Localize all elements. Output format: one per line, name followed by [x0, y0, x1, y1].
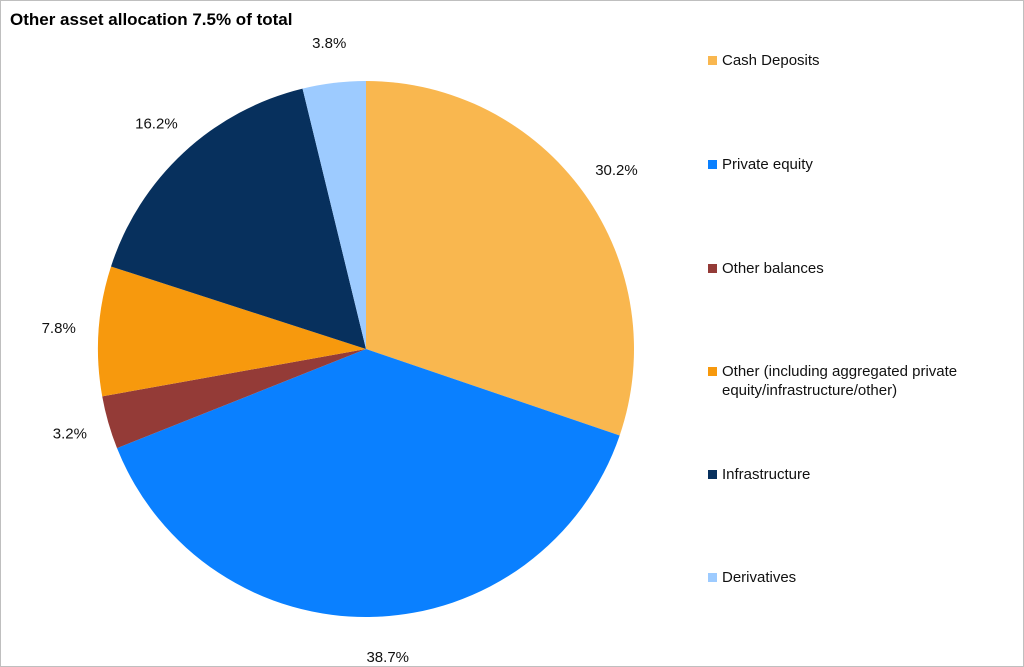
legend-swatch	[708, 573, 717, 582]
pie-slice-derivatives-5	[302, 81, 366, 349]
legend-item: Infrastructure	[708, 465, 810, 484]
pie-slice-cash-0	[366, 81, 634, 436]
legend-item: Other balances	[708, 259, 824, 278]
legend-label: Infrastructure	[722, 466, 811, 483]
pie-slice-infrastructure-4	[111, 88, 366, 349]
data-label: 7.8%	[42, 320, 76, 337]
legend-label: Cash Deposits	[722, 52, 820, 69]
legend-swatch	[708, 367, 717, 376]
legend-label: Other balances	[722, 260, 824, 277]
data-label: 16.2%	[135, 115, 178, 132]
data-label: 38.7%	[366, 649, 409, 666]
legend-label: Private equity	[722, 156, 813, 173]
data-label: 30.2%	[595, 162, 638, 179]
pie-slice-other-2	[102, 349, 366, 449]
legend-item: Private equity	[708, 155, 813, 174]
legend-label: Other (including aggregated private equi…	[722, 363, 958, 399]
chart-title: Other asset allocation 7.5% of total	[10, 10, 293, 29]
legend-item: Cash Deposits	[708, 51, 820, 70]
legend-swatch	[708, 56, 717, 65]
legend-swatch	[708, 160, 717, 169]
legend-label: Derivatives	[722, 569, 797, 586]
legend-item: Other (including aggregated private equi…	[708, 362, 1002, 400]
pie-slice-other-3	[97, 266, 366, 397]
pie-slice-private-1	[117, 349, 620, 618]
legend-item: Derivatives	[708, 568, 796, 587]
legend-swatch	[708, 470, 717, 479]
data-label: 3.2%	[53, 426, 87, 443]
data-label: 3.8%	[312, 35, 346, 52]
legend-swatch	[708, 264, 717, 273]
